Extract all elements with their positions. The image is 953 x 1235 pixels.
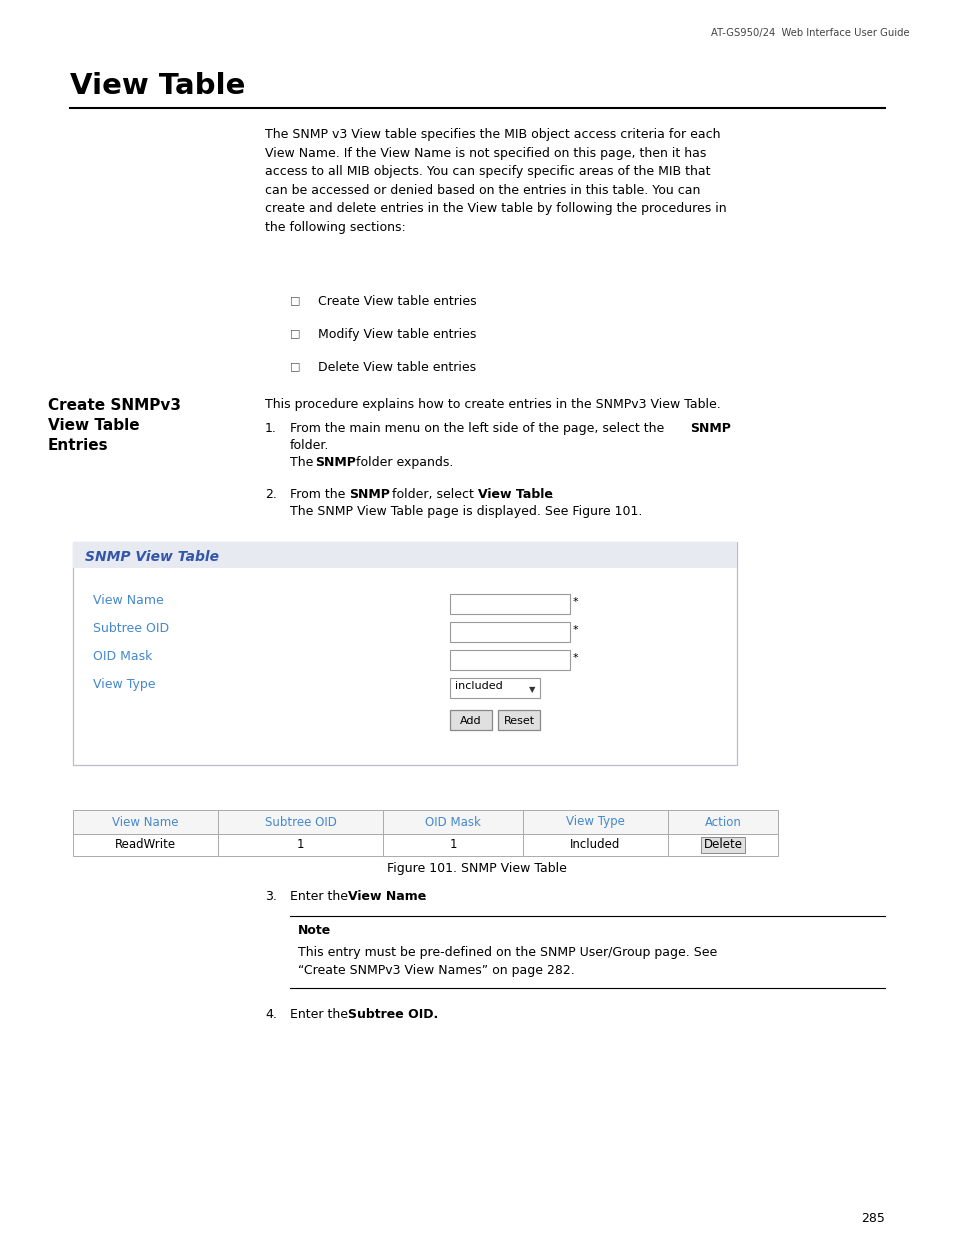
Text: The SNMP View Table page is displayed. See Figure 101.: The SNMP View Table page is displayed. S… (290, 505, 641, 517)
Text: View Name: View Name (112, 815, 178, 829)
Bar (450, 678, 539, 698)
Text: OID Mask: OID Mask (92, 650, 152, 663)
Text: SNMP: SNMP (349, 488, 390, 501)
Text: Included: Included (570, 839, 620, 851)
Text: ▼: ▼ (528, 685, 535, 694)
Text: ReadWrite: ReadWrite (114, 839, 176, 851)
Text: Add: Add (459, 716, 481, 726)
Text: 2.: 2. (265, 488, 276, 501)
Bar (73, 810, 218, 834)
Text: View Name: View Name (348, 890, 426, 903)
Bar (700, 837, 744, 853)
Text: Create View table entries: Create View table entries (317, 295, 476, 308)
Text: View Table: View Table (477, 488, 553, 501)
Text: View Type: View Type (565, 815, 624, 829)
Bar (522, 810, 667, 834)
Text: This procedure explains how to create entries in the SNMPv3 View Table.: This procedure explains how to create en… (265, 398, 720, 411)
Text: Subtree OID: Subtree OID (264, 815, 336, 829)
Text: folder.: folder. (290, 438, 329, 452)
Text: Modify View table entries: Modify View table entries (317, 329, 476, 341)
Text: View Type: View Type (92, 678, 155, 692)
Text: From the main menu on the left side of the page, select the: From the main menu on the left side of t… (290, 422, 667, 435)
Text: Create SNMPv3: Create SNMPv3 (48, 398, 181, 412)
Text: 1: 1 (296, 839, 304, 851)
Text: □: □ (290, 295, 300, 305)
Bar (73, 542, 737, 764)
Bar (667, 834, 778, 856)
Text: OID Mask: OID Mask (425, 815, 480, 829)
Text: SNMP: SNMP (689, 422, 730, 435)
Text: SNMP View Table: SNMP View Table (85, 550, 219, 564)
Text: folder, select: folder, select (388, 488, 477, 501)
Text: *: * (573, 597, 578, 606)
Text: 1: 1 (449, 839, 456, 851)
Text: “Create SNMPv3 View Names” on page 282.: “Create SNMPv3 View Names” on page 282. (297, 965, 574, 977)
Text: View Table: View Table (48, 417, 139, 433)
Text: Reset: Reset (503, 716, 534, 726)
Text: From the: From the (290, 488, 349, 501)
Text: The: The (290, 456, 317, 469)
Text: *: * (573, 653, 578, 663)
Text: Enter the: Enter the (290, 1008, 352, 1021)
Text: Subtree OID: Subtree OID (92, 622, 169, 635)
Text: Subtree OID.: Subtree OID. (348, 1008, 437, 1021)
Text: Figure 101. SNMP View Table: Figure 101. SNMP View Table (387, 862, 566, 876)
Text: □: □ (290, 361, 300, 370)
Text: 1.: 1. (265, 422, 276, 435)
Text: 3.: 3. (265, 890, 276, 903)
Text: SNMP: SNMP (314, 456, 355, 469)
Bar (450, 622, 569, 642)
Text: *: * (573, 625, 578, 635)
Text: □: □ (290, 329, 300, 338)
Text: Note: Note (297, 924, 331, 937)
Bar (218, 810, 382, 834)
Bar (450, 650, 569, 671)
Text: folder expands.: folder expands. (352, 456, 453, 469)
Text: This entry must be pre-defined on the SNMP User/Group page. See: This entry must be pre-defined on the SN… (297, 946, 717, 960)
Bar (497, 710, 539, 730)
Text: AT-GS950/24  Web Interface User Guide: AT-GS950/24 Web Interface User Guide (711, 28, 909, 38)
Text: Action: Action (704, 815, 740, 829)
Text: Entries: Entries (48, 438, 109, 453)
Text: 4.: 4. (265, 1008, 276, 1021)
Text: Enter the: Enter the (290, 890, 352, 903)
Bar (73, 542, 737, 568)
Bar (382, 834, 522, 856)
Bar (450, 594, 569, 614)
Text: .: . (550, 488, 554, 501)
Bar (218, 834, 382, 856)
Text: View Table: View Table (70, 72, 245, 100)
Text: Delete: Delete (702, 839, 741, 851)
Bar (522, 834, 667, 856)
Text: 285: 285 (861, 1212, 884, 1225)
Bar (382, 810, 522, 834)
Text: The SNMP v3 View table specifies the MIB object access criteria for each
View Na: The SNMP v3 View table specifies the MIB… (265, 128, 726, 233)
Text: .: . (422, 890, 427, 903)
Bar (450, 710, 492, 730)
Bar (667, 810, 778, 834)
Text: Delete View table entries: Delete View table entries (317, 361, 476, 374)
Text: included: included (455, 680, 502, 692)
Text: View Name: View Name (92, 594, 164, 606)
Bar (73, 834, 218, 856)
